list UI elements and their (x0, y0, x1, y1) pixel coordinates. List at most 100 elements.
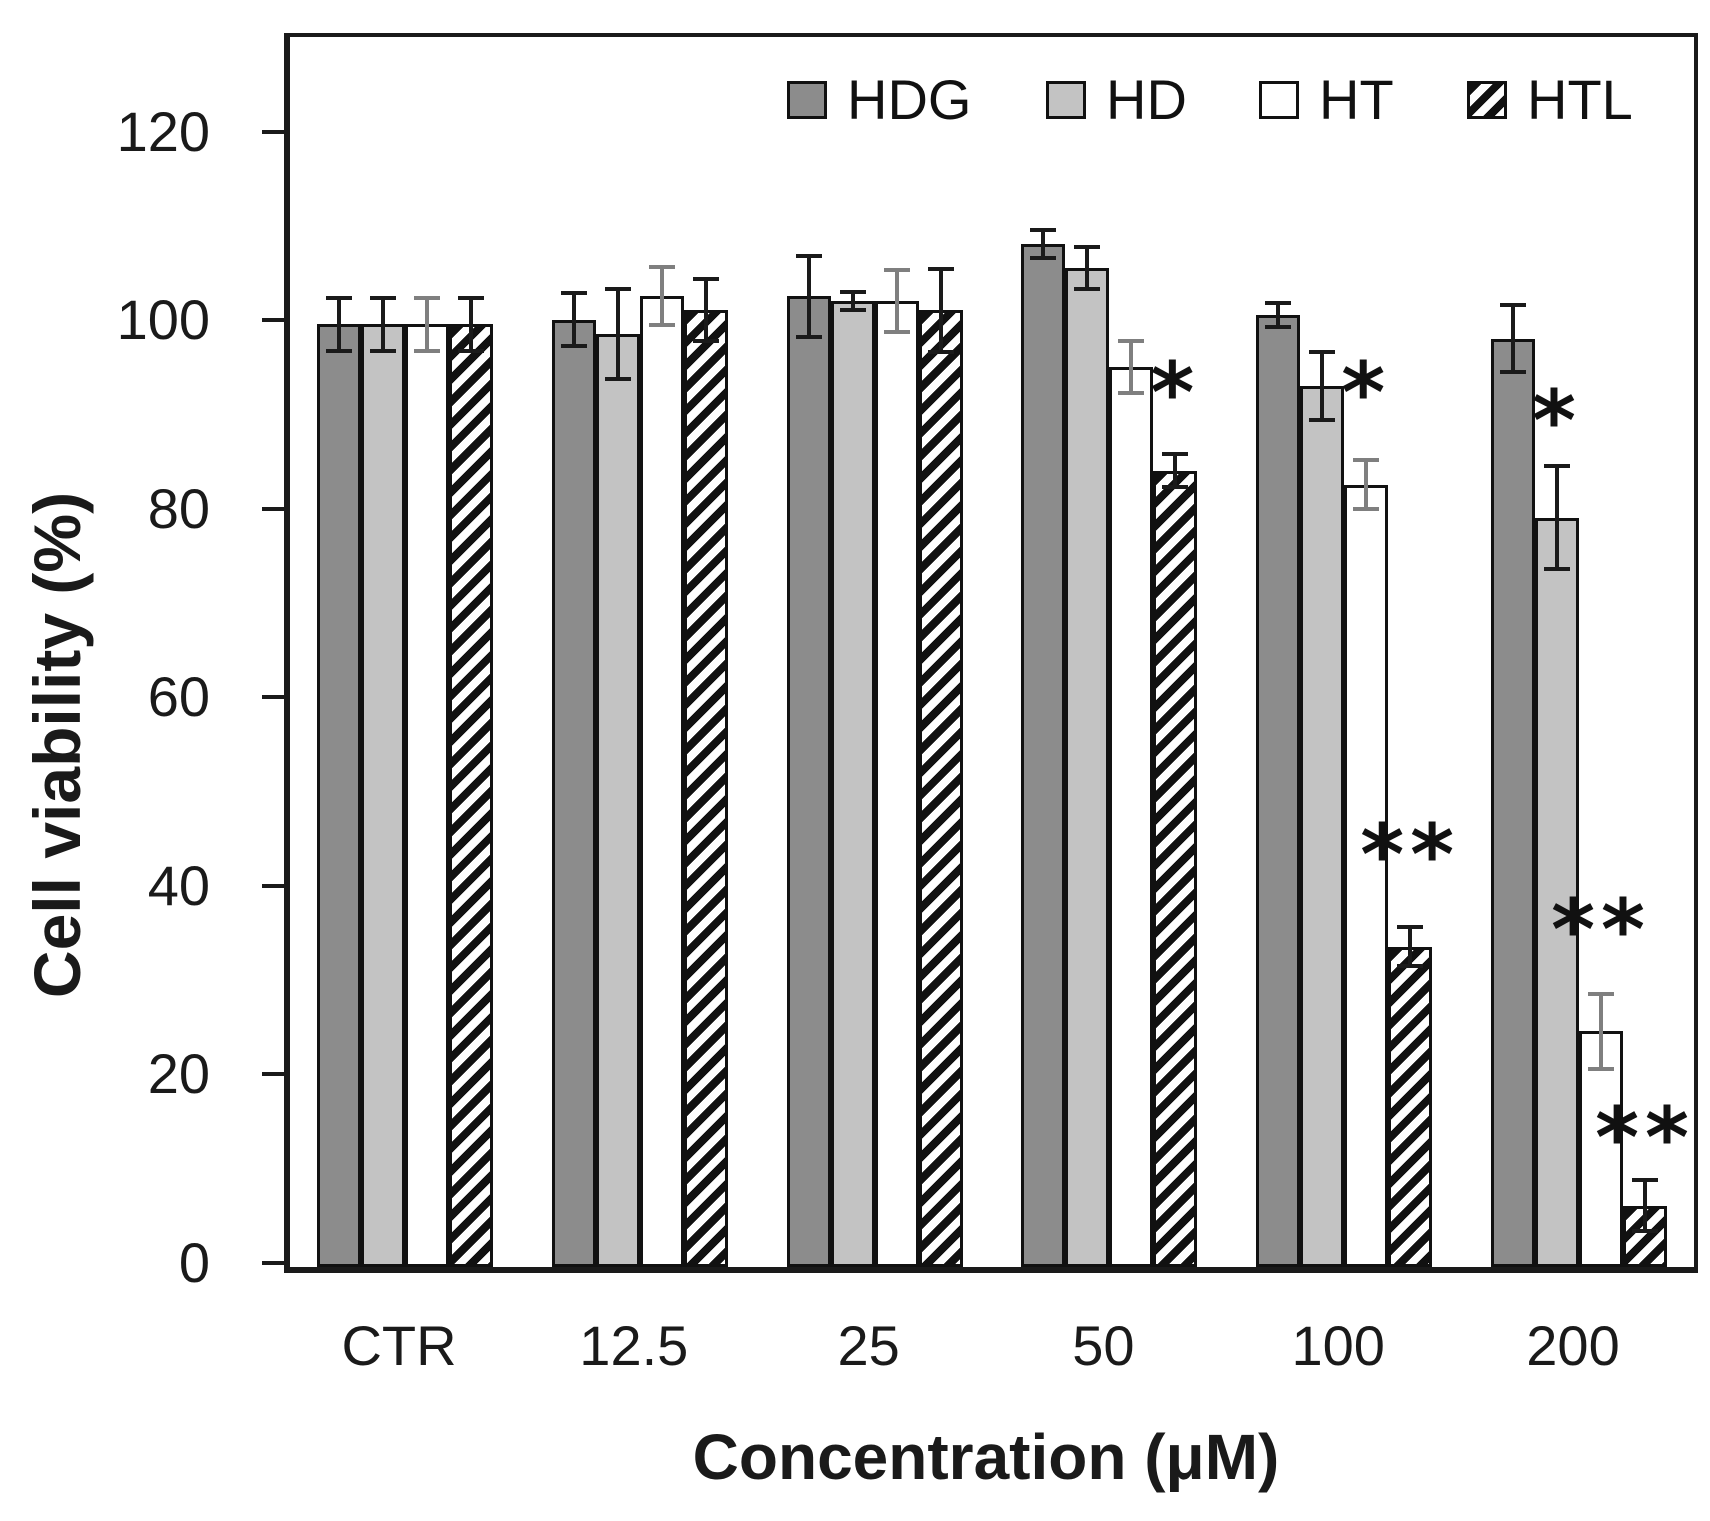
legend-swatch-ht (1259, 81, 1299, 119)
error-bar (850, 289, 855, 313)
bar-hd-100 (1300, 385, 1345, 1267)
error-bar-cap (1544, 567, 1570, 572)
bar-ht-100 (1344, 484, 1389, 1267)
significance-marker: * (1532, 372, 1582, 471)
legend-label-hd: HD (1106, 68, 1187, 131)
error-bar (571, 291, 576, 349)
bar-hd-12.5 (595, 333, 640, 1267)
error-bar-cap (370, 348, 396, 353)
bar-htl-ctr (449, 324, 493, 1267)
legend-item-ht: HT (1259, 72, 1394, 128)
x-axis-tick-label: 25 (837, 1314, 900, 1377)
error-bar-cap (795, 253, 822, 258)
error-bar-cap (927, 266, 954, 271)
error-bar (615, 286, 620, 382)
y-axis-tick-label: 120 (116, 99, 210, 163)
error-bar-cap (1030, 256, 1057, 261)
error-bar (1599, 991, 1603, 1071)
bar-hdg-25 (786, 296, 831, 1267)
error-bar-cap (1397, 924, 1424, 929)
bar-hd-50 (1065, 267, 1110, 1267)
y-axis-tick-label: 20 (147, 1042, 210, 1106)
significance-marker: ** (1551, 881, 1651, 980)
error-bar-cap (648, 265, 675, 270)
error-bar-cap (1588, 991, 1614, 996)
error-bar-cap (1309, 417, 1336, 422)
y-axis-tick (262, 1261, 284, 1265)
error-bar-cap (1544, 463, 1570, 468)
error-bar (1173, 451, 1178, 490)
significance-marker: * (1150, 344, 1201, 443)
error-bar (425, 296, 429, 353)
error-bar-cap (326, 348, 352, 353)
error-bar-cap (458, 296, 484, 301)
significance-marker: ** (1360, 805, 1461, 904)
y-axis-tick-label: 40 (147, 853, 210, 917)
bar-ht-25 (874, 300, 919, 1267)
error-bar-cap (1162, 485, 1189, 490)
legend-label-hdg: HDG (847, 68, 972, 131)
legend-label-htl: HTL (1527, 68, 1633, 131)
error-bar (1408, 924, 1413, 969)
error-bar-cap (1030, 228, 1057, 233)
error-bar-cap (1500, 302, 1526, 307)
error-bar (703, 277, 708, 344)
y-axis-tick (262, 695, 284, 700)
error-bar (337, 296, 341, 353)
y-axis-tick-label: 100 (116, 288, 210, 352)
bar-ht-12.5 (639, 296, 684, 1267)
bar-hdg-200 (1491, 338, 1535, 1267)
error-bar-cap (692, 277, 719, 282)
error-bar-cap (1309, 349, 1336, 354)
error-bar (806, 253, 811, 339)
significance-marker: * (1341, 344, 1392, 443)
error-bar (659, 265, 664, 328)
significance-marker: ** (1595, 1088, 1695, 1187)
x-axis-title: Concentration (μM) (692, 1421, 1280, 1493)
bar-hdg-ctr (317, 324, 361, 1267)
bar-ht-ctr (405, 324, 449, 1267)
error-bar-cap (1265, 325, 1292, 330)
error-bar-cap (1632, 1178, 1658, 1183)
bar-htl-12.5 (683, 310, 728, 1267)
error-bar-cap (604, 286, 631, 291)
y-axis-tick-label: 60 (147, 665, 210, 729)
plot-area: * * ** * ** ** (284, 33, 1698, 1273)
error-bar (469, 296, 473, 353)
error-bar-cap (839, 289, 866, 294)
error-bar (1555, 463, 1559, 572)
error-bar (1085, 245, 1090, 291)
error-bar (938, 266, 943, 354)
bar-hdg-50 (1021, 244, 1066, 1267)
legend-item-htl: HTL (1467, 68, 1633, 131)
error-bar (1643, 1178, 1647, 1234)
error-bar (1129, 338, 1134, 396)
error-bar-cap (1162, 451, 1189, 456)
legend-swatch-hd (1046, 81, 1086, 119)
error-bar (1320, 349, 1325, 422)
y-axis-tick-label: 80 (147, 476, 210, 540)
error-bar-cap (560, 344, 587, 349)
y-axis-tick-label: 0 (178, 1231, 210, 1294)
error-bar-cap (414, 296, 440, 301)
x-axis-tick-label: 50 (1072, 1314, 1135, 1377)
y-axis-tick (262, 1072, 284, 1077)
legend-item-hd: HD (1046, 68, 1187, 131)
error-bar (381, 296, 385, 353)
error-bar-cap (1074, 245, 1101, 250)
error-bar-cap (795, 334, 822, 339)
error-bar-cap (1353, 458, 1380, 463)
error-bar-cap (1353, 507, 1380, 512)
x-axis-tick-label: 12.5 (579, 1314, 689, 1377)
y-axis-title: Cell viability (%) (20, 491, 94, 999)
error-bar-cap (326, 296, 352, 301)
bar-hdg-12.5 (551, 319, 596, 1267)
y-axis-tick (262, 883, 284, 888)
bar-htl-25 (918, 310, 963, 1267)
error-bar-cap (604, 377, 631, 382)
error-bar-cap (458, 348, 484, 353)
y-axis-tick (262, 129, 284, 134)
error-bar-cap (414, 348, 440, 353)
error-bar-cap (927, 349, 954, 354)
